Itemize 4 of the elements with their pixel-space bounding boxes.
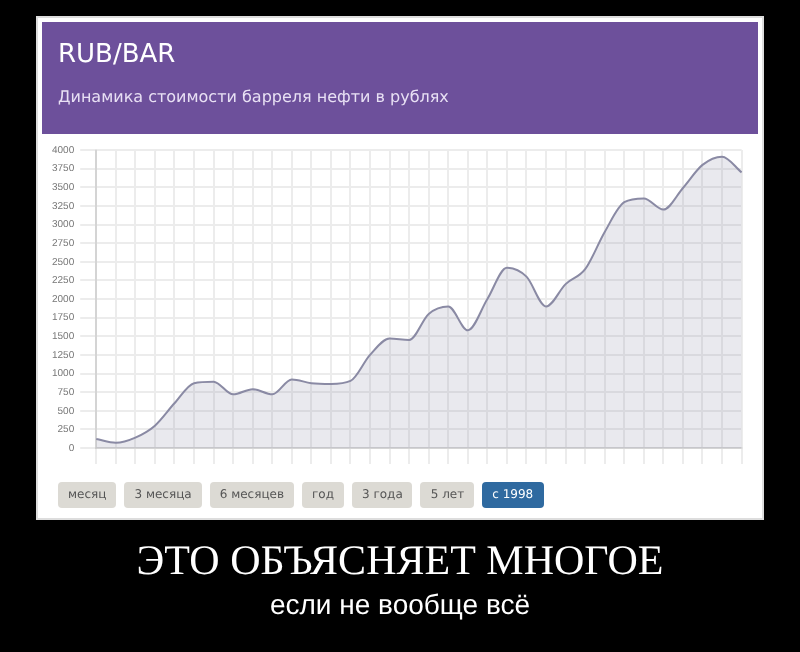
chart-title: RUB/BAR	[58, 40, 176, 70]
chart-subtitle: Динамика стоимости барреля нефти в рублях	[58, 88, 449, 106]
text: ЭТО ОБЪЯСНЯЕТ МНОГОЕ	[134, 536, 666, 586]
text: если не вообще всё	[267, 588, 533, 620]
